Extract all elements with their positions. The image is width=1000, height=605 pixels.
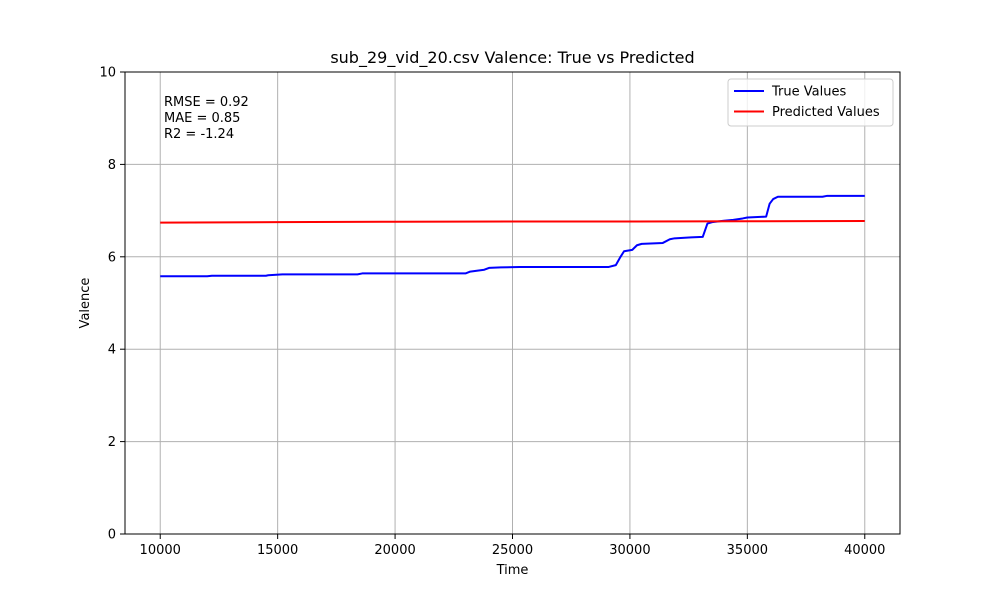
x-tick-label: 30000 [609,543,650,558]
series-line-predicted-values [160,220,865,224]
mae-annotation: MAE = 0.85 [164,111,240,126]
x-tick-label: 10000 [140,543,181,558]
x-axis-label: Time [496,563,529,578]
y-tick-label: 2 [108,435,116,450]
legend-label-predicted-values: Predicted Values [772,105,880,120]
y-tick-label: 6 [108,250,116,265]
legend: True Values Predicted Values [727,78,894,127]
legend-label-true-values: True Values [771,85,846,100]
x-tick-label: 25000 [492,543,533,558]
series-layer [160,194,865,278]
rmse-annotation: RMSE = 0.92 [164,95,249,110]
y-axis-label: Valence [78,278,93,329]
x-tick-label: 35000 [727,543,768,558]
y-tick-label: 10 [99,66,116,81]
y-tick-label: 0 [108,528,116,543]
x-tick-label: 15000 [257,543,298,558]
r2-annotation: R2 = -1.24 [164,127,234,142]
x-tick-label: 20000 [374,543,415,558]
stats-annotation: RMSE = 0.92 MAE = 0.85 R2 = -1.24 [164,95,249,142]
y-tick-label: 4 [108,343,116,358]
series-line-true-values [160,194,865,278]
legend-box [727,78,894,127]
tick-layer: 10000 15000 20000 25000 30000 35000 40000 0 2 4 6 8… [99,66,885,559]
chart-title: sub_29_vid_20.csv Valence: True vs Predi… [330,48,694,68]
y-tick-label: 8 [108,158,116,173]
x-tick-label: 40000 [844,543,885,558]
